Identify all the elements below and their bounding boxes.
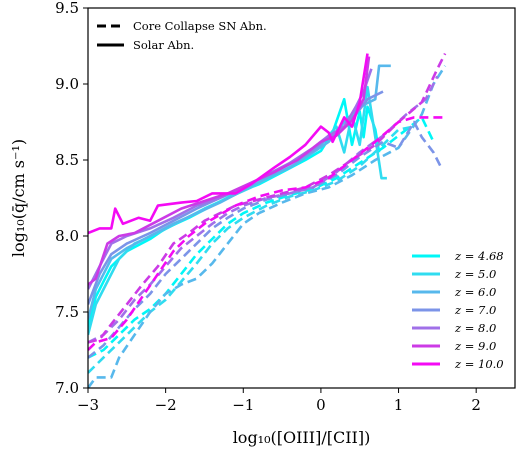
series-line-dashed-13 (88, 116, 446, 351)
redshift-legend-label: z = 5.0 (454, 267, 496, 281)
series-line-dashed-11 (88, 75, 439, 344)
x-tick-label: −3 (77, 396, 99, 414)
redshift-legend-label: z = 8.0 (454, 321, 496, 335)
series-line-dashed-10 (88, 120, 443, 359)
redshift-legend-label: z = 7.0 (454, 303, 496, 317)
style-legend: Core Collapse SN Abn. Solar Abn. (97, 19, 267, 52)
x-tick-label: 2 (471, 396, 481, 414)
redshift-legend: z = 4.68 z = 5.0 z = 6.0 z = 7.0 z = 8.0 z = … (412, 249, 504, 371)
y-tick-label: 9.0 (55, 75, 79, 93)
x-tick-label: 1 (394, 396, 404, 414)
redshift-legend-label: z = 4.68 (454, 249, 504, 263)
series-line-solid-6 (88, 53, 369, 235)
style-legend-label: Core Collapse SN Abn. (133, 19, 267, 33)
series-line-dashed-12 (88, 53, 447, 344)
plot-frame (87, 7, 516, 389)
axis-ticks: −3 −2 −1 0 1 2 7.0 7.5 8.0 8.5 9.0 9.5 (55, 0, 481, 414)
y-axis-label: log₁₀(q̄/cm s⁻¹) (9, 139, 28, 257)
y-tick-label: 7.0 (55, 379, 79, 397)
x-axis-label: log₁₀([OIII]/[CII]) (233, 428, 371, 447)
style-legend-label: Solar Abn. (133, 38, 194, 52)
y-tick-label: 9.5 (55, 0, 79, 17)
y-tick-label: 7.5 (55, 303, 79, 321)
plot-area (88, 53, 447, 388)
series-line-solid-3 (88, 90, 384, 305)
series-line-dashed-7 (88, 116, 435, 359)
redshift-legend-label: z = 10.0 (454, 357, 504, 371)
redshift-legend-label: z = 9.0 (454, 339, 496, 353)
y-tick-label: 8.5 (55, 151, 79, 169)
x-tick-label: −2 (155, 396, 177, 414)
redshift-legend-label: z = 6.0 (454, 285, 496, 299)
series-line-dashed-9 (88, 65, 447, 388)
x-tick-label: 0 (316, 396, 326, 414)
y-tick-label: 8.0 (55, 227, 79, 245)
series-line-dashed-8 (88, 125, 415, 374)
x-tick-label: −1 (232, 396, 254, 414)
